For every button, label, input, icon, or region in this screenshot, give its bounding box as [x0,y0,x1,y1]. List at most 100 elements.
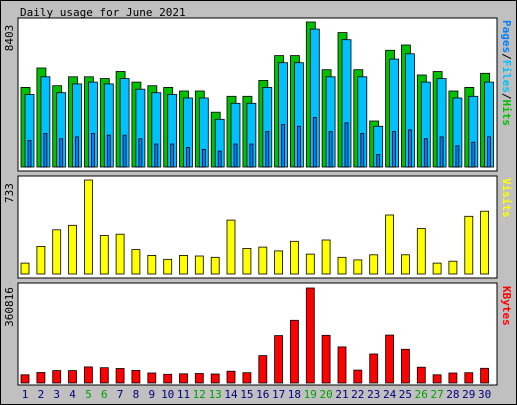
kbytes-bar-day-30 [480,367,490,384]
pages-bar-day-12 [201,148,206,168]
kbytes-bar-day-13 [210,373,220,384]
x-tick-label-day-24: 24 [383,388,397,401]
pages-bar-day-18 [296,125,301,168]
x-tick-label-day-17: 17 [272,388,285,401]
kbytes-bar-day-5 [84,366,93,384]
kbytes-bar-day-18 [289,319,299,384]
kbytes-bar-day-20 [321,334,331,384]
visits-bar-day-19 [305,253,315,275]
pages-bar-day-19 [312,117,317,168]
pages-bar-day-8 [138,138,143,168]
visits-bar-day-28 [448,260,458,275]
x-tick-label-day-22: 22 [351,388,364,401]
hits-max-label: 8403 [3,25,16,52]
x-tick-label-day-19: 19 [304,388,317,401]
visits-bar-day-8 [131,249,141,275]
x-tick-label-day-3: 3 [53,388,60,401]
x-tick-label-day-12: 12 [193,388,206,401]
pages-bar-day-20 [328,131,333,168]
visits-legend-label: Visits [500,178,513,218]
visits-bar-day-13 [210,256,220,275]
pages-bar-day-14 [233,143,238,168]
visits-bar-day-17 [274,250,284,275]
visits-bar-day-4 [68,224,77,275]
visits-bar-day-11 [179,254,188,275]
x-tick-label-day-15: 15 [240,388,253,401]
visits-bar-day-21 [337,256,347,275]
legend-part-0-3: / [500,93,513,100]
pages-bar-day-9 [154,143,159,168]
pages-bar-day-27 [439,136,444,168]
x-tick-label-day-5: 5 [85,388,92,401]
pages-bar-day-11 [186,147,190,168]
kbytes-bar-day-9 [147,372,157,384]
x-tick-label-day-9: 9 [148,388,155,401]
x-tick-label-day-13: 13 [209,388,222,401]
pages-bar-day-13 [217,150,222,168]
kbytes-bar-day-15 [242,372,252,384]
kbytes-bar-day-26 [416,366,426,384]
kbytes-bar-day-1 [20,374,30,384]
x-tick-label-day-11: 11 [177,388,190,401]
x-tick-label-day-14: 14 [224,388,238,401]
visits-max-label: 733 [3,183,16,203]
x-tick-label-day-7: 7 [117,388,124,401]
visits-bar-day-16 [258,246,268,275]
visits-bar-day-6 [99,235,109,275]
pages-bar-day-2 [43,132,48,168]
visits-bar-day-3 [52,229,62,275]
visits-bar-day-5 [84,179,93,275]
legend-part-0-4: Hits [500,100,513,127]
kbytes-bar-day-2 [36,372,46,384]
pages-bar-day-4 [75,136,79,168]
visits-bar-day-23 [369,254,379,275]
kbytes-bar-day-29 [464,372,474,384]
kbytes-bar-day-21 [337,346,347,384]
visits-bar-day-27 [432,262,442,275]
pages-bar-day-21 [344,122,349,168]
x-tick-label-day-6: 6 [101,388,108,401]
pages-bar-day-5 [91,132,95,168]
visits-bar-day-14 [226,219,236,275]
kbytes-bar-day-14 [226,370,236,384]
pages-bar-day-16 [265,131,270,168]
x-axis-labels: 1 2 3 4 5 6 7 8 9 10 11 12 13 14 15 16 17 18 19 20 21 22 23 24 2… [22,388,492,401]
visits-bar-day-18 [289,240,299,275]
x-tick-label-day-10: 10 [161,388,174,401]
visits-bar-day-29 [464,215,474,275]
pages-bar-day-23 [376,154,381,168]
pages-bar-day-25 [407,129,412,168]
pages-bar-day-3 [59,138,64,168]
visits-bar-day-26 [416,228,426,275]
kbytes-bar-day-17 [274,335,284,384]
x-tick-label-day-30: 30 [478,388,491,401]
visits-bar-day-25 [400,254,410,275]
hits-legend-label: Pages/Files/Hits [500,20,513,126]
kbytes-bar-day-4 [68,370,77,384]
kbytes-bar-day-23 [369,353,379,384]
x-tick-label-day-20: 20 [319,388,332,401]
bars-layer [20,21,495,384]
x-tick-label-day-1: 1 [22,388,29,401]
pages-bar-day-1 [27,140,32,168]
pages-bar-day-28 [455,145,460,168]
legend-part-0-0: Pages [500,20,513,53]
pages-bar-day-15 [249,143,254,168]
legend-part-0-1: / [500,53,513,60]
x-tick-label-day-16: 16 [256,388,269,401]
visits-bar-day-24 [385,214,395,275]
x-tick-label-day-2: 2 [38,388,45,401]
visits-bar-day-7 [115,233,125,275]
visits-bar-day-30 [480,210,490,275]
pages-bar-day-30 [487,136,492,168]
kbytes-bar-day-10 [163,373,173,384]
pages-bar-day-22 [360,132,365,168]
kbytes-bar-day-16 [258,355,268,384]
pages-bar-day-10 [170,143,175,168]
kbytes-bar-day-7 [115,368,125,384]
kbytes-max-label: 360816 [3,287,16,327]
pages-bar-day-7 [122,134,127,168]
pages-bar-day-26 [423,138,428,168]
